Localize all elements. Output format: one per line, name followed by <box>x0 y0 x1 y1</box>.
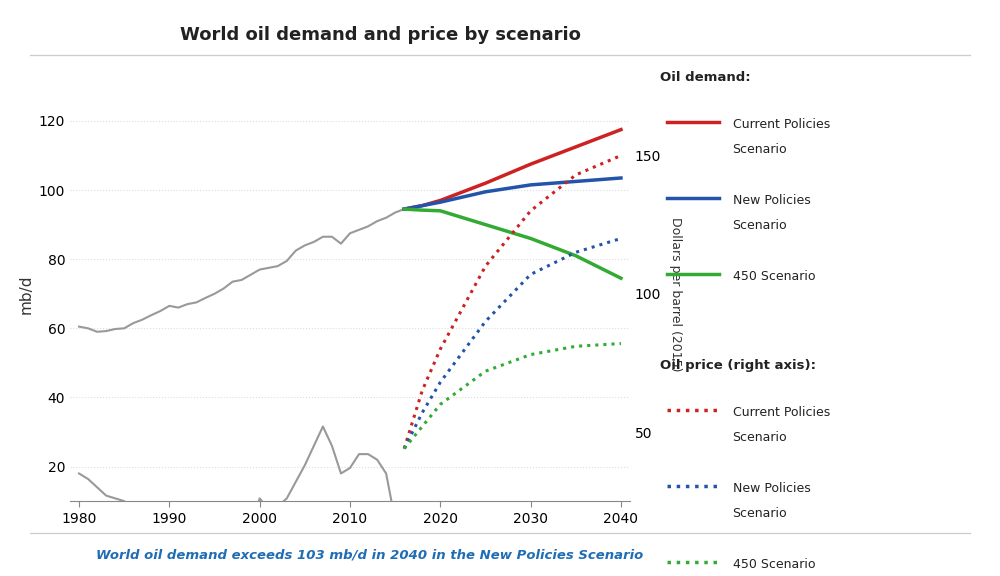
Text: World oil demand and price by scenario: World oil demand and price by scenario <box>180 26 580 44</box>
Text: Scenario: Scenario <box>733 431 787 444</box>
Text: New Policies: New Policies <box>733 194 810 207</box>
Text: New Policies: New Policies <box>733 482 810 495</box>
Text: Current Policies: Current Policies <box>733 406 830 419</box>
Text: Current Policies: Current Policies <box>733 118 830 131</box>
Text: 450 Scenario: 450 Scenario <box>733 558 815 571</box>
Text: Oil demand:: Oil demand: <box>660 71 751 85</box>
Text: Scenario: Scenario <box>733 143 787 156</box>
Text: Scenario: Scenario <box>733 219 787 232</box>
Text: Scenario: Scenario <box>733 507 787 520</box>
Text: Oil price (right axis):: Oil price (right axis): <box>660 359 816 373</box>
Y-axis label: mb/d: mb/d <box>18 274 33 313</box>
Text: World oil demand exceeds 103 mb/d in 2040 in the New Policies Scenario: World oil demand exceeds 103 mb/d in 204… <box>96 548 644 562</box>
Y-axis label: Dollars per barrel (2015): Dollars per barrel (2015) <box>669 217 682 371</box>
Text: 450 Scenario: 450 Scenario <box>733 270 815 283</box>
